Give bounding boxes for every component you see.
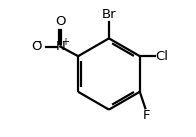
Text: Cl: Cl bbox=[156, 50, 169, 63]
Text: F: F bbox=[143, 109, 150, 122]
Text: O: O bbox=[31, 40, 42, 53]
Text: Br: Br bbox=[102, 8, 116, 21]
Text: N: N bbox=[55, 40, 65, 53]
Text: +: + bbox=[61, 37, 69, 47]
Text: O: O bbox=[55, 15, 65, 28]
Text: −: − bbox=[34, 37, 42, 47]
